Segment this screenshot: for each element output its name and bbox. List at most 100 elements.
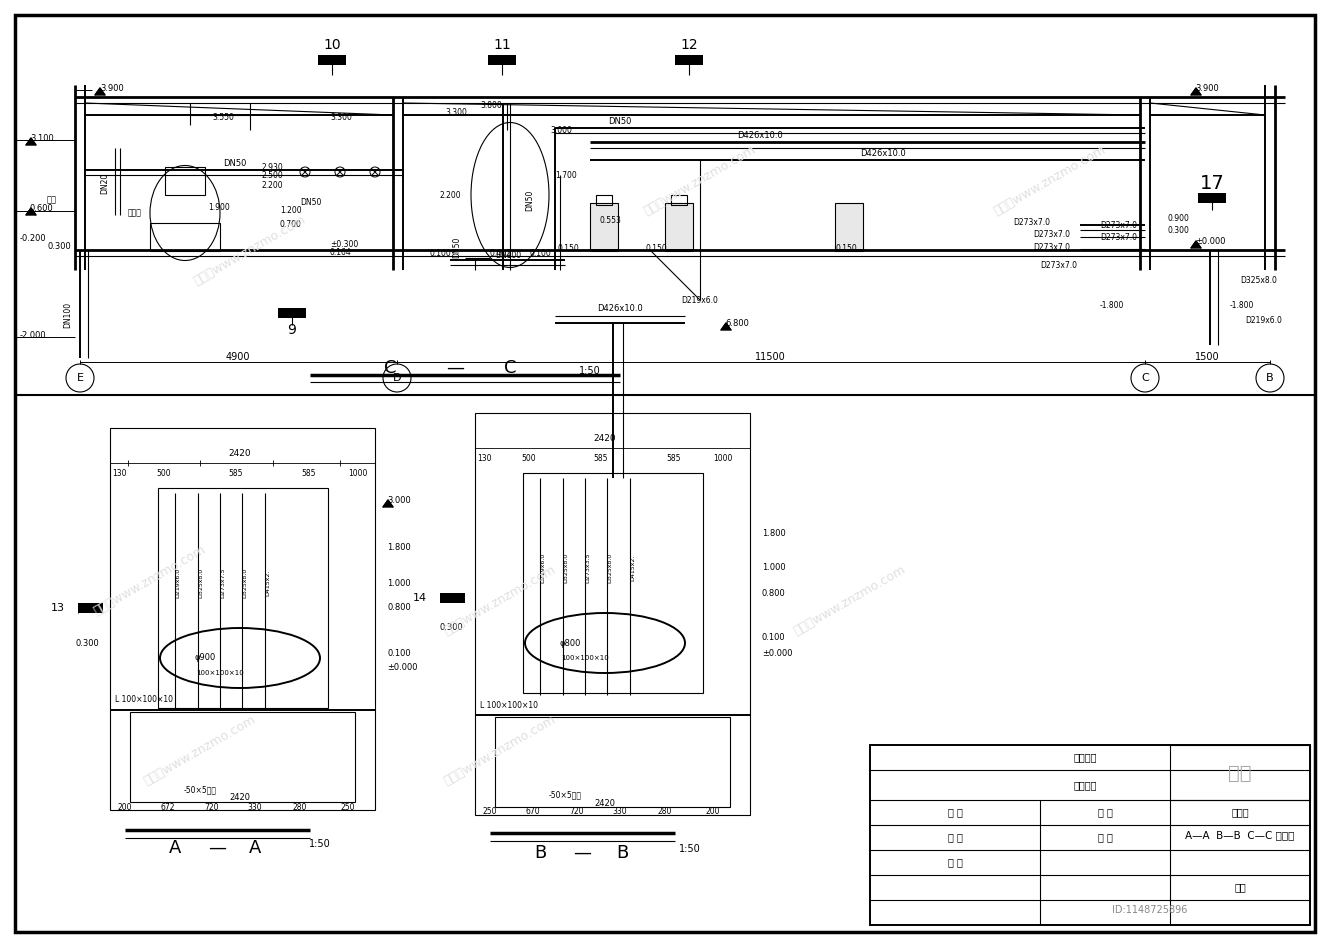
Text: D273x7.0: D273x7.0	[1013, 218, 1049, 226]
Text: —: —	[446, 359, 464, 377]
Text: D219x6.0: D219x6.0	[681, 295, 718, 305]
Text: 知东网www.znzmo.com: 知东网www.znzmo.com	[192, 212, 309, 288]
Text: DN50: DN50	[223, 158, 246, 168]
Circle shape	[1130, 364, 1158, 392]
Text: 审 定: 审 定	[1097, 832, 1112, 842]
Text: DN50: DN50	[301, 198, 322, 206]
Text: 知东网www.znzmo.com: 知东网www.znzmo.com	[992, 143, 1108, 218]
Text: 500: 500	[521, 454, 536, 462]
Text: D325x8.0: D325x8.0	[1240, 276, 1277, 284]
Text: 17: 17	[1200, 173, 1225, 192]
Text: 14: 14	[412, 593, 427, 603]
Polygon shape	[94, 88, 105, 95]
Bar	[475, 413, 750, 815]
Text: 280: 280	[293, 802, 307, 812]
Text: 取样口: 取样口	[128, 208, 142, 218]
Text: 会 签: 会 签	[947, 857, 963, 867]
Text: 0.150: 0.150	[559, 243, 580, 253]
Text: DN100: DN100	[64, 302, 73, 328]
Text: 1.000: 1.000	[762, 563, 786, 573]
Text: 0.150: 0.150	[645, 243, 666, 253]
Text: 585: 585	[593, 454, 608, 462]
Bar	[440, 593, 465, 603]
Text: 1.800: 1.800	[387, 544, 411, 552]
Bar	[672, 195, 688, 205]
Text: 250: 250	[483, 808, 497, 816]
Text: 672: 672	[161, 802, 176, 812]
Text: 1.900: 1.900	[207, 203, 230, 211]
Text: 3.100: 3.100	[31, 134, 53, 142]
Text: 知东网www.znzmo.com: 知东网www.znzmo.com	[442, 712, 559, 788]
Text: 3.300: 3.300	[330, 113, 352, 121]
Bar	[870, 745, 1310, 925]
Text: 1.700: 1.700	[555, 170, 577, 180]
Text: 2420: 2420	[229, 449, 251, 457]
Text: E: E	[77, 373, 84, 383]
Text: 1.200: 1.200	[281, 205, 302, 215]
Text: 知东: 知东	[1228, 763, 1252, 782]
Text: 制 图: 制 图	[947, 832, 963, 842]
Text: 0.800: 0.800	[387, 603, 411, 613]
Bar	[591, 203, 618, 251]
Text: D325x8.0: D325x8.0	[242, 568, 247, 599]
Bar	[1170, 745, 1310, 800]
Text: 1.000: 1.000	[387, 579, 411, 587]
Text: 100×100×10: 100×100×10	[196, 670, 243, 676]
Circle shape	[370, 167, 380, 177]
Circle shape	[66, 364, 94, 392]
Text: D273x7.0: D273x7.0	[1033, 229, 1071, 239]
Text: 0.900: 0.900	[1168, 213, 1190, 223]
Text: 1.800: 1.800	[762, 528, 786, 538]
Polygon shape	[27, 138, 36, 145]
Text: 1:50: 1:50	[579, 366, 601, 376]
Text: 0.553: 0.553	[600, 216, 622, 224]
Text: ±0.000: ±0.000	[1194, 237, 1225, 245]
Bar	[150, 223, 219, 251]
Text: 13: 13	[51, 603, 65, 613]
Text: D219x6.0: D219x6.0	[1245, 315, 1282, 325]
Text: 3.300: 3.300	[446, 108, 467, 116]
Text: 585: 585	[666, 454, 681, 462]
Text: 720: 720	[205, 802, 219, 812]
Polygon shape	[383, 500, 392, 507]
Text: 知东网www.znzmo.com: 知东网www.znzmo.com	[442, 563, 559, 637]
Text: -1.800: -1.800	[1100, 300, 1124, 310]
Text: 6.800: 6.800	[725, 318, 749, 328]
Circle shape	[1256, 364, 1283, 392]
Text: 3.000: 3.000	[387, 495, 411, 505]
Text: φ900: φ900	[194, 653, 215, 663]
Text: 3.000: 3.000	[551, 126, 572, 134]
Circle shape	[335, 167, 344, 177]
Text: 11500: 11500	[754, 352, 786, 362]
Text: 3.900: 3.900	[1194, 83, 1218, 93]
Bar	[110, 428, 375, 810]
Text: 0.700: 0.700	[281, 220, 302, 228]
Text: 2.200: 2.200	[440, 190, 462, 200]
Text: D415x2.: D415x2.	[265, 570, 270, 597]
Text: D325x8.0: D325x8.0	[198, 568, 203, 599]
Text: 585: 585	[229, 469, 243, 477]
Text: 校 核: 校 核	[1097, 807, 1112, 817]
Text: 0.300: 0.300	[48, 241, 72, 251]
Text: C: C	[504, 359, 516, 377]
Text: 2.930: 2.930	[262, 163, 283, 171]
Text: 2420: 2420	[230, 794, 250, 802]
Text: 200: 200	[706, 808, 721, 816]
Text: 0.100: 0.100	[387, 649, 411, 657]
Text: D273x7.0: D273x7.0	[1100, 221, 1137, 229]
Text: 720: 720	[569, 808, 584, 816]
Bar	[78, 603, 102, 613]
Bar	[523, 473, 704, 693]
Text: D219x6.0: D219x6.0	[176, 568, 180, 599]
Text: D426x10.0: D426x10.0	[597, 303, 642, 313]
Bar	[665, 203, 693, 251]
Text: 图号: 图号	[1234, 882, 1246, 892]
Text: 1:50: 1:50	[309, 839, 331, 849]
Text: 10: 10	[323, 38, 340, 52]
Text: ID:1148725896: ID:1148725896	[1112, 905, 1188, 915]
Text: DN100: DN100	[495, 251, 521, 259]
Text: 给水: 给水	[47, 195, 57, 205]
Bar	[165, 167, 205, 195]
Text: -50×5垫板: -50×5垫板	[184, 785, 217, 795]
Text: 2420: 2420	[593, 434, 616, 442]
